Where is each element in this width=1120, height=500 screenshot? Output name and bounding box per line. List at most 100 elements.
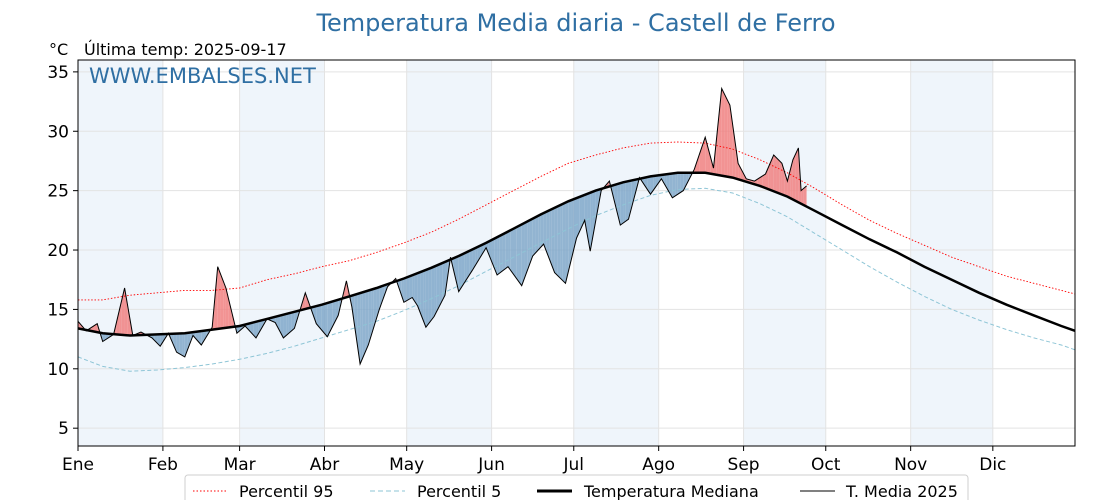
fill-above-median (116, 311, 120, 335)
fill-below-median (423, 269, 426, 328)
fill-below-median (527, 220, 530, 271)
fill-below-median (247, 323, 251, 332)
fill-below-median (428, 267, 432, 324)
fill-below-median (464, 252, 467, 284)
fill-above-median (94, 323, 98, 333)
fill-below-median (357, 293, 361, 365)
x-tick-label: Ago (642, 455, 675, 475)
fill-below-median (294, 311, 298, 329)
fill-below-median (431, 266, 435, 321)
fill-below-median (631, 179, 635, 209)
fill-below-median (286, 313, 289, 336)
fill-below-median (439, 263, 443, 306)
x-axis: Ene Feb Mar Abr May Jun Jul Ago Sep Oct Nov Dic (62, 446, 1006, 475)
month-band (573, 60, 659, 446)
month-bands (78, 60, 993, 446)
fill-below-median (283, 313, 287, 338)
fill-below-median (319, 304, 322, 331)
fill-below-median (529, 218, 533, 264)
fill-below-median (371, 288, 374, 337)
fill-below-median (398, 279, 402, 295)
fill-below-median (469, 249, 473, 275)
fill-below-median (647, 176, 651, 195)
fill-below-median (360, 292, 363, 365)
fill-below-median (382, 285, 385, 302)
series-line-p5 (77, 187, 1076, 372)
y-tick-label: 5 (58, 419, 69, 439)
fill-below-median (425, 268, 429, 328)
fill-below-median (406, 276, 410, 301)
fill-above-median (803, 185, 807, 207)
fill-below-median (403, 277, 407, 303)
fill-below-median (291, 311, 295, 331)
fill-below-median (524, 221, 528, 279)
fill-below-median (313, 306, 317, 324)
fill-below-median (151, 334, 155, 341)
fill-below-median (546, 210, 550, 259)
fill-below-median (335, 299, 339, 321)
fill-below-median (480, 244, 484, 257)
legend-label-median: Temperatura Mediana (583, 482, 759, 500)
fill-above-median (78, 321, 81, 329)
fill-above-median (776, 157, 780, 194)
fill-below-median (540, 213, 544, 248)
fill-below-median (571, 199, 574, 261)
fill-below-median (275, 316, 278, 328)
x-tick-label: Jun (477, 455, 505, 475)
fill-below-median (562, 202, 566, 284)
fill-below-median (549, 209, 552, 266)
fill-below-median (521, 222, 525, 286)
fill-below-median (538, 214, 541, 251)
fill-above-median (127, 303, 131, 336)
fill-above-median (787, 170, 791, 199)
fill-below-median (590, 191, 593, 252)
fill-below-median (258, 320, 262, 334)
legend-label-p5: Percentil 5 (417, 482, 501, 500)
fill-below-median (414, 273, 418, 306)
fill-below-median (579, 195, 582, 233)
fill-above-median (735, 143, 739, 180)
fill-above-median (302, 292, 306, 310)
fill-above-median (760, 175, 763, 187)
fill-below-median (658, 174, 662, 183)
x-tick-label: Ene (62, 455, 94, 475)
fill-above-median (220, 273, 224, 329)
x-tick-label: Oct (811, 455, 841, 475)
fill-below-median (486, 241, 489, 255)
fill-below-median (675, 172, 678, 196)
legend-box (184, 474, 969, 500)
fill-below-median (516, 225, 519, 282)
fill-below-median (584, 193, 588, 236)
fill-above-median (305, 292, 309, 309)
y-tick-label: 30 (47, 122, 69, 142)
unit-label: °C (49, 40, 68, 59)
x-tick-label: Dic (979, 455, 1006, 475)
x-tick-label: Jul (563, 455, 585, 475)
y-axis: 5 10 15 20 25 30 35 (47, 63, 78, 439)
fill-below-median (329, 301, 333, 332)
fill-below-median (365, 290, 369, 352)
x-tick-label: Feb (148, 455, 178, 475)
fill-below-median (157, 334, 161, 347)
x-tick-label: May (389, 455, 424, 475)
fill-above-median (768, 161, 771, 191)
x-tick-label: Nov (894, 455, 927, 475)
y-tick-label: 20 (47, 241, 69, 261)
fill-below-median (321, 303, 325, 334)
month-band (910, 60, 993, 446)
fill-below-median (472, 248, 476, 271)
fill-below-median (568, 200, 572, 273)
series-line-2025 (77, 86, 807, 366)
fill-below-median (409, 275, 413, 300)
fill-below-median (623, 181, 626, 224)
fill-above-median (223, 280, 226, 329)
fill-below-median (324, 303, 328, 337)
fill-above-median (217, 266, 221, 329)
fill-below-median (442, 261, 446, 301)
fill-above-median (727, 99, 730, 178)
fill-above-median (721, 88, 725, 177)
fill-above-median (214, 266, 218, 330)
fill-below-median (510, 228, 514, 275)
fill-below-median (316, 305, 320, 327)
fill-above-median (784, 172, 788, 197)
